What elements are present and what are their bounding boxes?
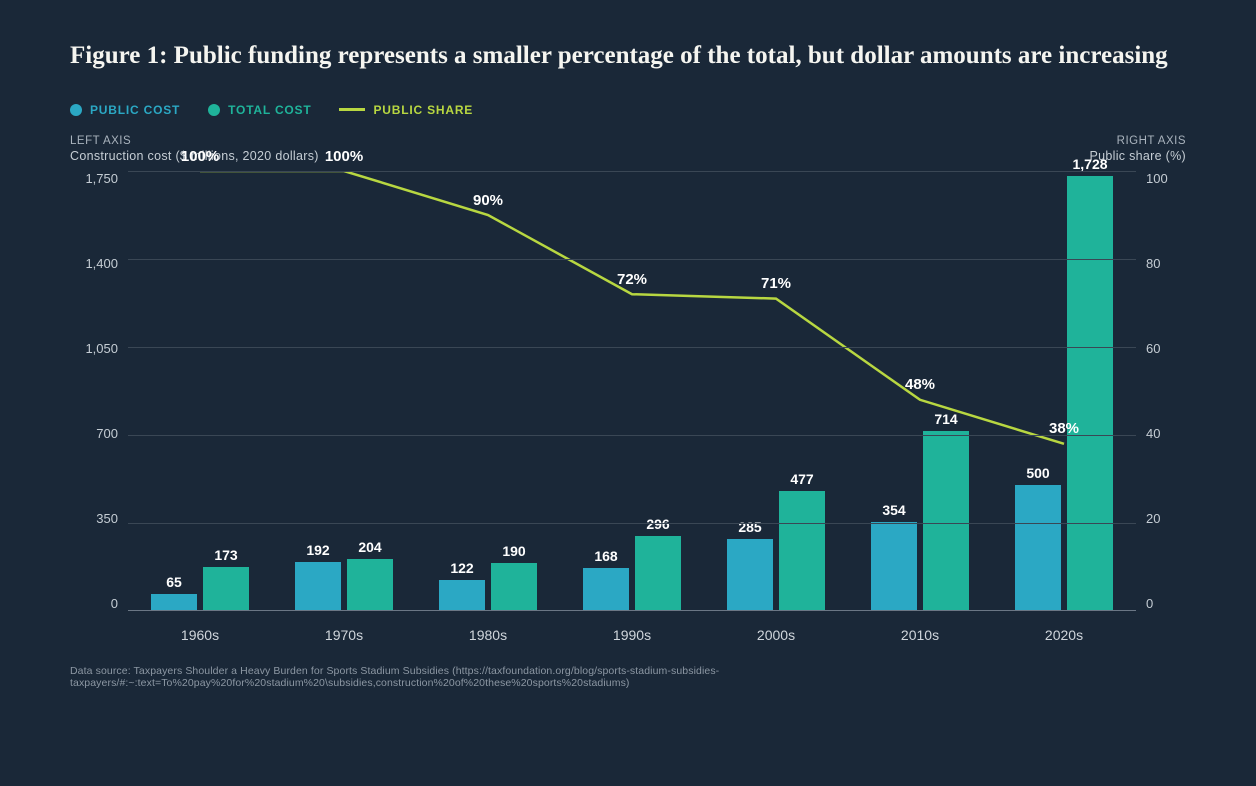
legend: PUBLIC COST TOTAL COST PUBLIC SHARE xyxy=(70,103,1186,117)
legend-dot-total-cost xyxy=(208,104,220,116)
bar-label: 285 xyxy=(738,519,761,535)
bar-total_cost: 477 xyxy=(779,491,825,611)
bar-total_cost: 296 xyxy=(635,536,681,610)
pct-label: 38% xyxy=(1049,420,1079,437)
bar-total_cost: 204 xyxy=(347,559,393,610)
bar-label: 168 xyxy=(594,548,617,564)
y-right-tick: 80 xyxy=(1146,256,1186,271)
x-axis: 1960s1970s1980s1990s2000s2010s2020s xyxy=(128,617,1136,651)
legend-label-total-cost: TOTAL COST xyxy=(228,103,311,117)
y-left-tick: 350 xyxy=(70,511,118,526)
bar-group: 285477 xyxy=(704,171,848,611)
gridline xyxy=(128,259,1136,260)
x-label: 1960s xyxy=(128,617,272,651)
plot-area: 651731922041221901682962854773547145001,… xyxy=(128,171,1136,611)
bar-label: 190 xyxy=(502,543,525,559)
bar-group: 122190 xyxy=(416,171,560,611)
bar-label: 192 xyxy=(306,542,329,558)
gridline xyxy=(128,347,1136,348)
y-right-tick: 40 xyxy=(1146,426,1186,441)
bar-group: 5001,728 xyxy=(992,171,1136,611)
legend-label-public-share: PUBLIC SHARE xyxy=(373,103,473,117)
gridline xyxy=(128,523,1136,524)
x-label: 1970s xyxy=(272,617,416,651)
chart: 1,750 1,400 1,050 700 350 0 100 80 60 40 20 0 65 17… xyxy=(70,171,1186,651)
y-right-tick: 0 xyxy=(1146,596,1186,611)
bar-public_cost: 192 xyxy=(295,562,341,610)
y-axis-right: 100 80 60 40 20 0 xyxy=(1146,171,1186,611)
legend-public-cost: PUBLIC COST xyxy=(70,103,180,117)
bar-total_cost: 1,728 xyxy=(1067,176,1113,610)
gridline xyxy=(128,435,1136,436)
right-axis-tag: RIGHT AXIS xyxy=(1090,135,1187,147)
chart-title: Figure 1: Public funding represents a sm… xyxy=(70,40,1186,73)
bar-total_cost: 714 xyxy=(923,431,969,611)
bar-label: 204 xyxy=(358,539,381,555)
bar-label: 354 xyxy=(882,502,905,518)
y-left-tick: 1,750 xyxy=(70,171,118,186)
y-left-tick: 0 xyxy=(70,596,118,611)
legend-dot-public-cost xyxy=(70,104,82,116)
bar-label: 122 xyxy=(450,560,473,576)
y-left-tick: 700 xyxy=(70,426,118,441)
pct-label: 72% xyxy=(617,271,647,288)
legend-public-share: PUBLIC SHARE xyxy=(339,103,473,117)
x-label: 2020s xyxy=(992,617,1136,651)
bar-public_cost: 65 xyxy=(151,594,197,610)
left-axis-tag: LEFT AXIS xyxy=(70,135,319,147)
baseline xyxy=(128,610,1136,611)
axis-labels: LEFT AXIS Construction cost ($ millions,… xyxy=(70,135,1186,163)
legend-label-public-cost: PUBLIC COST xyxy=(90,103,180,117)
x-label: 2000s xyxy=(704,617,848,651)
bar-label: 477 xyxy=(790,471,813,487)
gridline xyxy=(128,171,1136,172)
y-left-tick: 1,050 xyxy=(70,341,118,356)
data-source: Data source: Taxpayers Shoulder a Heavy … xyxy=(70,665,1186,689)
bar-label: 173 xyxy=(214,547,237,563)
pct-label: 100% xyxy=(181,148,219,165)
pct-label: 48% xyxy=(905,376,935,393)
y-right-tick: 20 xyxy=(1146,511,1186,526)
bar-label: 714 xyxy=(934,411,957,427)
bar-public_cost: 285 xyxy=(727,539,773,611)
bar-total_cost: 173 xyxy=(203,567,249,610)
bar-group: 192204 xyxy=(272,171,416,611)
bar-public_cost: 354 xyxy=(871,522,917,611)
y-axis-left: 1,750 1,400 1,050 700 350 0 xyxy=(70,171,118,611)
bar-groups: 651731922041221901682962854773547145001,… xyxy=(128,171,1136,611)
bar-public_cost: 168 xyxy=(583,568,629,610)
bar-group: 65 173 xyxy=(128,171,272,611)
legend-line-public-share xyxy=(339,108,365,111)
pct-label: 100% xyxy=(325,148,363,165)
x-label: 2010s xyxy=(848,617,992,651)
bar-total_cost: 190 xyxy=(491,563,537,611)
bar-public_cost: 500 xyxy=(1015,485,1061,611)
legend-total-cost: TOTAL COST xyxy=(208,103,311,117)
pct-label: 90% xyxy=(473,192,503,209)
bar-public_cost: 122 xyxy=(439,580,485,611)
x-label: 1990s xyxy=(560,617,704,651)
x-label: 1980s xyxy=(416,617,560,651)
y-left-tick: 1,400 xyxy=(70,256,118,271)
y-right-tick: 60 xyxy=(1146,341,1186,356)
bar-label: 500 xyxy=(1026,465,1049,481)
y-right-tick: 100 xyxy=(1146,171,1186,186)
bar-label: 65 xyxy=(166,574,182,590)
pct-label: 71% xyxy=(761,275,791,292)
bar-label: 296 xyxy=(646,516,669,532)
bar-group: 168296 xyxy=(560,171,704,611)
